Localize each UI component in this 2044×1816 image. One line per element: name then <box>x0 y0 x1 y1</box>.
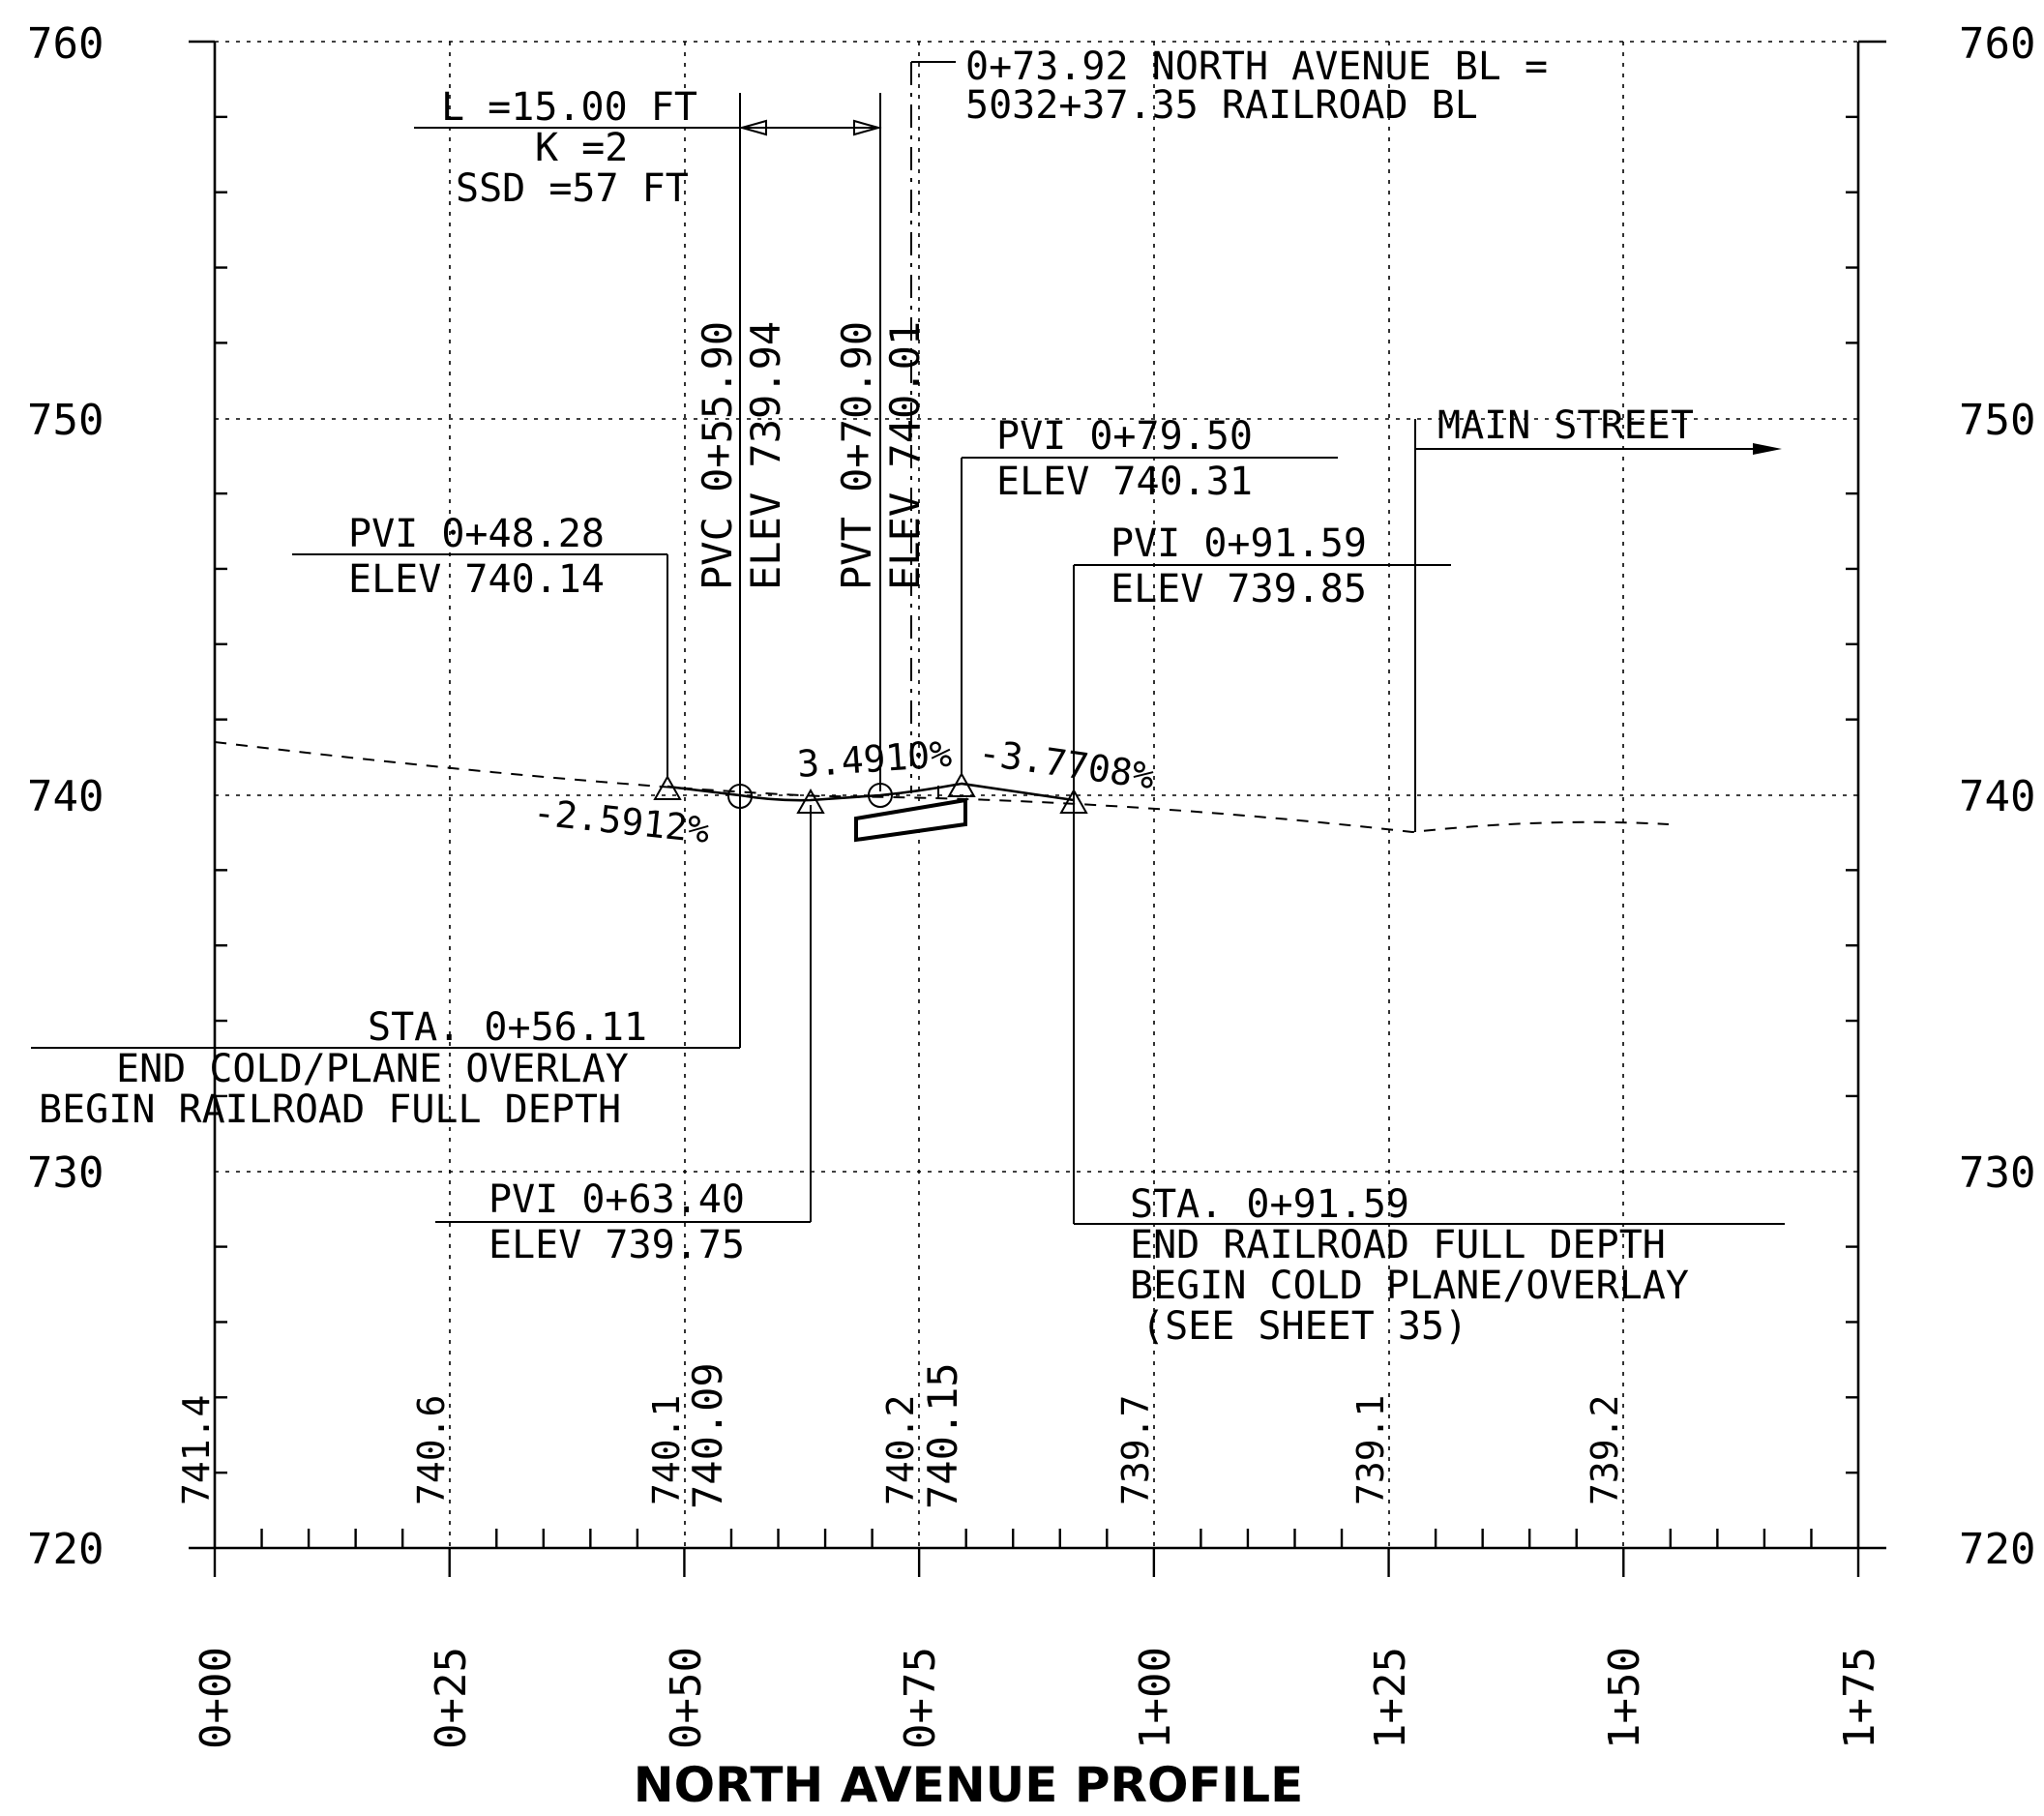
pvi-2-elev: ELEV 739.75 <box>489 1223 745 1267</box>
baseline-equation-line2: 5032+37.35 RAILROAD BL <box>965 83 1478 128</box>
railroad-crossing-slab <box>854 797 967 843</box>
pvc-station-label: PVC 0+55.90 <box>694 321 741 590</box>
station-label-1-75: 1+75 <box>1835 1647 1884 1749</box>
pvi-3-station: PVI 0+79.50 <box>996 414 1253 459</box>
existing-elev-label: 741.4 <box>175 1395 218 1505</box>
existing-ground-line <box>214 741 1670 834</box>
curve-length-label: L =15.00 FT <box>441 85 697 130</box>
y-label-left-750: 750 <box>27 396 104 445</box>
pvc-elev-label: ELEV 739.94 <box>742 321 789 590</box>
existing-elev-label: 739.1 <box>1349 1395 1392 1505</box>
pvi-3-elev: ELEV 740.31 <box>996 460 1253 504</box>
grade-label-2: 3.4910% <box>796 732 954 786</box>
pvi-1-elev: ELEV 740.14 <box>348 557 605 602</box>
y-label-left-740: 740 <box>27 772 104 821</box>
station-label-0-25: 0+25 <box>427 1647 476 1749</box>
station-label-0-75: 0+75 <box>896 1647 945 1749</box>
axis-ticks <box>213 115 1860 1577</box>
main-street-label: MAIN STREET <box>1437 403 1694 448</box>
sta-end-line1: END RAILROAD FULL DEPTH <box>1130 1223 1666 1267</box>
station-label-1-50: 1+50 <box>1600 1647 1649 1749</box>
station-label-0-00: 0+00 <box>192 1647 241 1749</box>
y-label-right-730: 730 <box>1959 1148 2035 1198</box>
sta-begin-line1: END COLD/PLANE OVERLAY <box>116 1047 629 1091</box>
existing-elev-label: 740.1 <box>645 1395 688 1505</box>
curve-k-label: K =2 <box>535 126 628 170</box>
dimension-arrow-left <box>738 119 767 136</box>
existing-elev-label: 740.2 <box>879 1395 922 1505</box>
station-label-0-50: 0+50 <box>662 1647 711 1749</box>
y-label-left-760: 760 <box>27 19 104 69</box>
curve-ssd-label: SSD =57 FT <box>456 166 689 211</box>
main-street-arrowhead <box>1753 443 1782 455</box>
existing-elev-label: 740.6 <box>410 1395 453 1505</box>
pvt-station-label: PVT 0+70.90 <box>833 321 880 590</box>
y-label-right-760: 760 <box>1959 19 2035 69</box>
y-label-left-720: 720 <box>27 1525 104 1574</box>
pvi-marker <box>653 774 682 800</box>
y-label-right-740: 740 <box>1959 772 2035 821</box>
station-label-1-00: 1+00 <box>1131 1647 1180 1749</box>
y-label-right-750: 750 <box>1959 396 2035 445</box>
pvi-4-station: PVI 0+91.59 <box>1111 521 1367 566</box>
dimension-arrow-right <box>853 119 882 136</box>
y-label-left-730: 730 <box>27 1148 104 1198</box>
pvi-4-elev: ELEV 739.85 <box>1111 567 1367 611</box>
existing-elev-label: 739.2 <box>1584 1395 1626 1505</box>
sta-begin-station: STA. 0+56.11 <box>368 1005 647 1050</box>
station-label-1-25: 1+25 <box>1366 1647 1415 1749</box>
pvi-marker <box>947 771 976 797</box>
proposed-profile-line <box>667 782 1075 802</box>
existing-elev-label: 739.7 <box>1114 1395 1157 1505</box>
sta-end-station: STA. 0+91.59 <box>1130 1182 1409 1227</box>
grade-label-3: -3.7708% <box>976 730 1157 797</box>
pvi-1-station: PVI 0+48.28 <box>348 512 605 556</box>
proposed-elev-label: 740.15 <box>919 1362 966 1509</box>
sta-begin-line2: BEGIN RAILROAD FULL DEPTH <box>39 1087 621 1132</box>
y-label-right-720: 720 <box>1959 1525 2035 1574</box>
sta-end-line2: BEGIN COLD PLANE/OVERLAY <box>1130 1264 1689 1308</box>
drawing-title: NORTH AVENUE PROFILE <box>634 1757 1304 1813</box>
pvt-elev-label: ELEV 740.01 <box>881 321 929 590</box>
proposed-elev-label: 740.09 <box>684 1362 731 1509</box>
baseline-equation-line1: 0+73.92 NORTH AVENUE BL = <box>965 45 1548 89</box>
pvi-2-station: PVI 0+63.40 <box>489 1177 745 1222</box>
sta-end-line3: (SEE SHEET 35) <box>1141 1304 1467 1349</box>
